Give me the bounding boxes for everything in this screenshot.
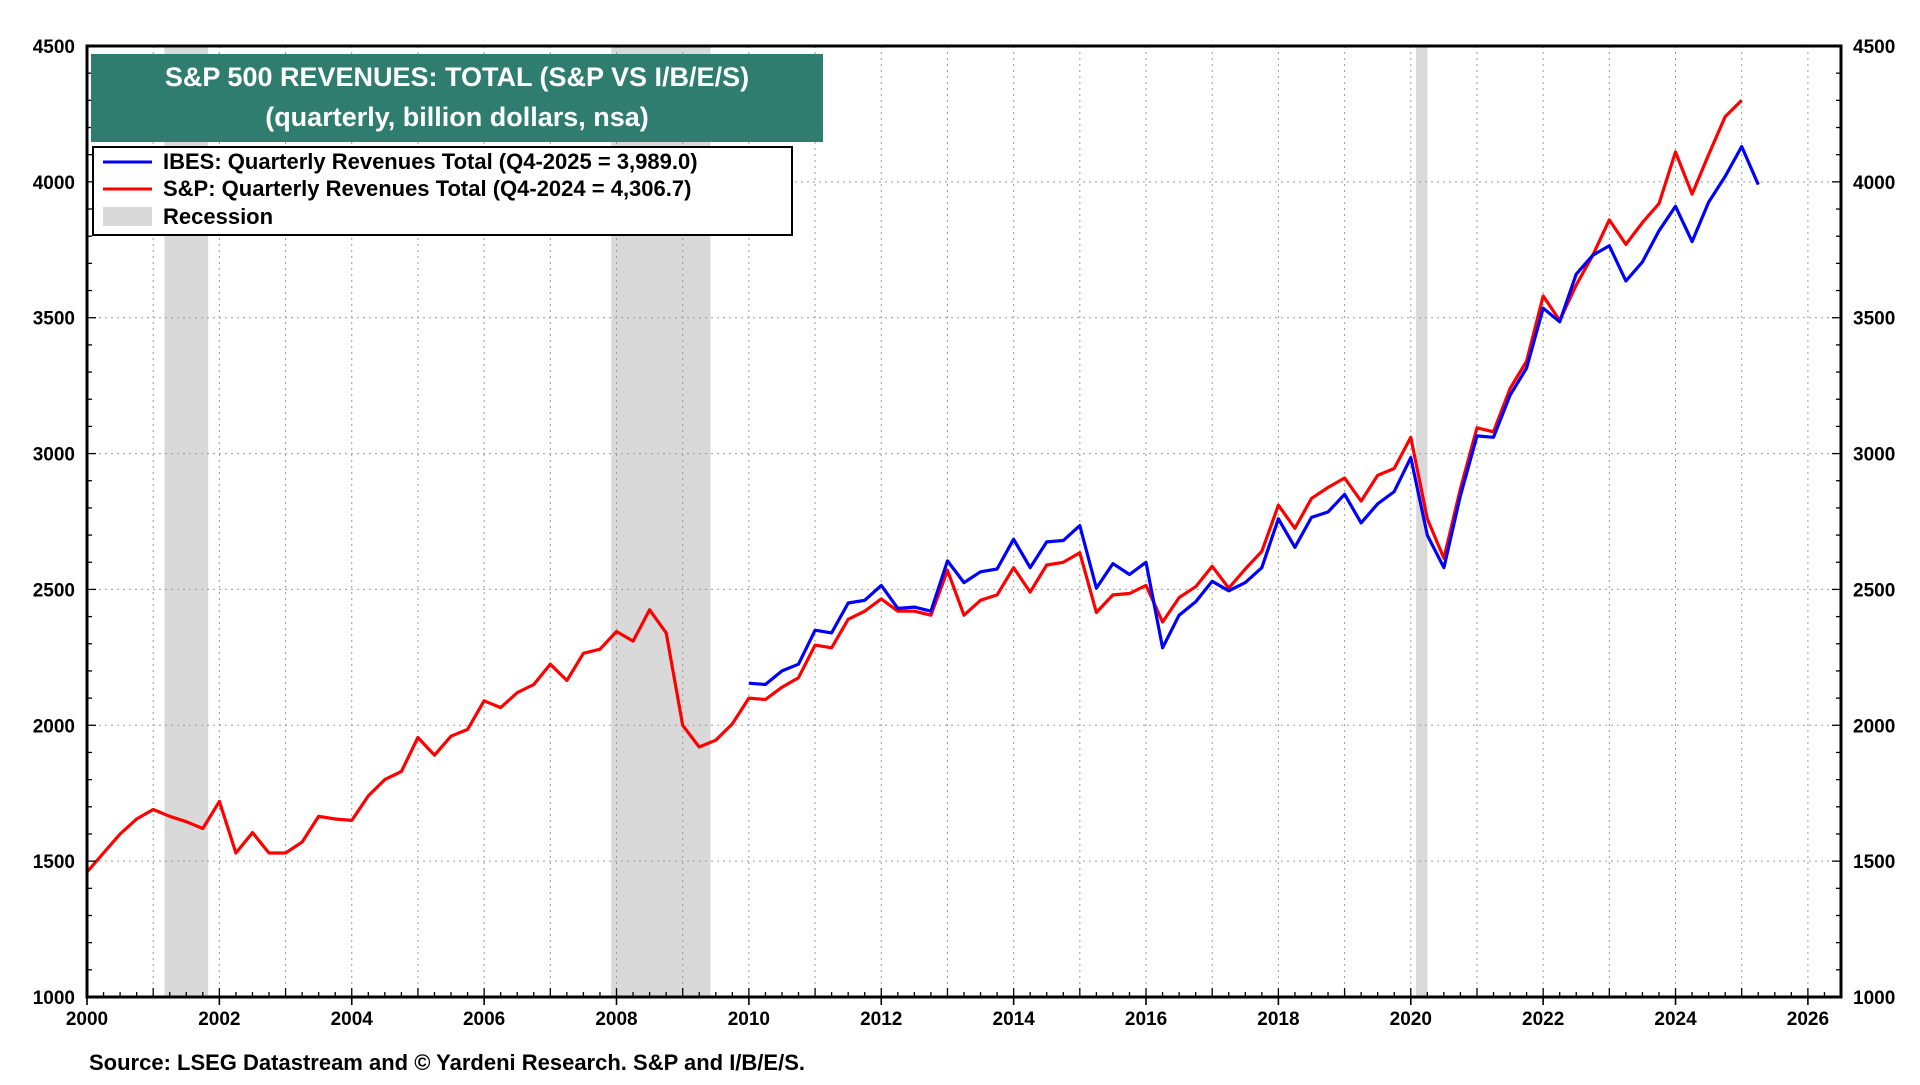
tick-layer: 2000 2002 2004 2006 2008 2010 2012 2014 2016 2018… — [33, 37, 1896, 1030]
y-tick-label-left: 3000 — [33, 445, 75, 466]
x-tick-label: 2008 — [595, 1009, 637, 1030]
y-tick-label-left: 3500 — [33, 309, 75, 330]
recession-band — [1416, 46, 1428, 997]
x-tick-label: 2026 — [1787, 1009, 1829, 1030]
legend-label-ibes: IBES: Quarterly Revenues Total (Q4-2025 … — [163, 149, 698, 174]
y-tick-label-right: 1000 — [1853, 988, 1895, 1009]
y-tick-label-right: 2000 — [1853, 716, 1895, 737]
y-tick-label-left: 4500 — [33, 37, 75, 58]
legend-label-sp: S&P: Quarterly Revenues Total (Q4-2024 =… — [163, 176, 691, 201]
x-tick-label: 2010 — [728, 1009, 770, 1030]
series-line-sp — [85, 99, 1743, 874]
x-tick-label: 2022 — [1522, 1009, 1564, 1030]
title-background — [91, 54, 823, 142]
y-tick-label-left: 4000 — [33, 173, 75, 194]
y-tick-label-left: 2500 — [33, 580, 75, 601]
x-tick-label: 2014 — [993, 1009, 1036, 1030]
y-tick-label-right: 4500 — [1853, 37, 1895, 58]
x-tick-label: 2006 — [463, 1009, 505, 1030]
chart-title: S&P 500 REVENUES: TOTAL (S&P VS I/B/E/S) — [165, 62, 749, 92]
x-tick-label: 2024 — [1654, 1009, 1697, 1030]
y-tick-label-left: 1000 — [33, 988, 75, 1009]
legend-swatch-recession — [103, 207, 152, 226]
x-tick-label: 2020 — [1390, 1009, 1432, 1030]
y-tick-label-left: 2000 — [33, 716, 75, 737]
x-tick-label: 2000 — [66, 1009, 108, 1030]
x-tick-label: 2002 — [198, 1009, 240, 1030]
grid-layer — [87, 46, 1841, 997]
y-tick-label-right: 3500 — [1853, 309, 1895, 330]
y-tick-label-right: 2500 — [1853, 580, 1895, 601]
chart-subtitle: (quarterly, billion dollars, nsa) — [265, 102, 649, 132]
series-layer — [85, 99, 1760, 874]
legend-label-recession: Recession — [163, 204, 273, 229]
legend-frame — [92, 146, 793, 236]
x-tick-label: 2004 — [331, 1009, 374, 1030]
x-tick-label: 2018 — [1257, 1009, 1299, 1030]
y-tick-label-right: 1500 — [1853, 852, 1895, 873]
source-note: Source: LSEG Datastream and © Yardeni Re… — [89, 1050, 805, 1075]
y-tick-label-left: 1500 — [33, 852, 75, 873]
y-tick-label-right: 4000 — [1853, 173, 1895, 194]
series-line-ibes — [748, 144, 1760, 687]
title-box: S&P 500 REVENUES: TOTAL (S&P VS I/B/E/S)… — [91, 54, 823, 142]
x-tick-label: 2012 — [860, 1009, 902, 1030]
x-tick-label: 2016 — [1125, 1009, 1167, 1030]
y-tick-label-right: 3000 — [1853, 445, 1895, 466]
legend-box: IBES: Quarterly Revenues Total (Q4-2025 … — [92, 146, 793, 236]
